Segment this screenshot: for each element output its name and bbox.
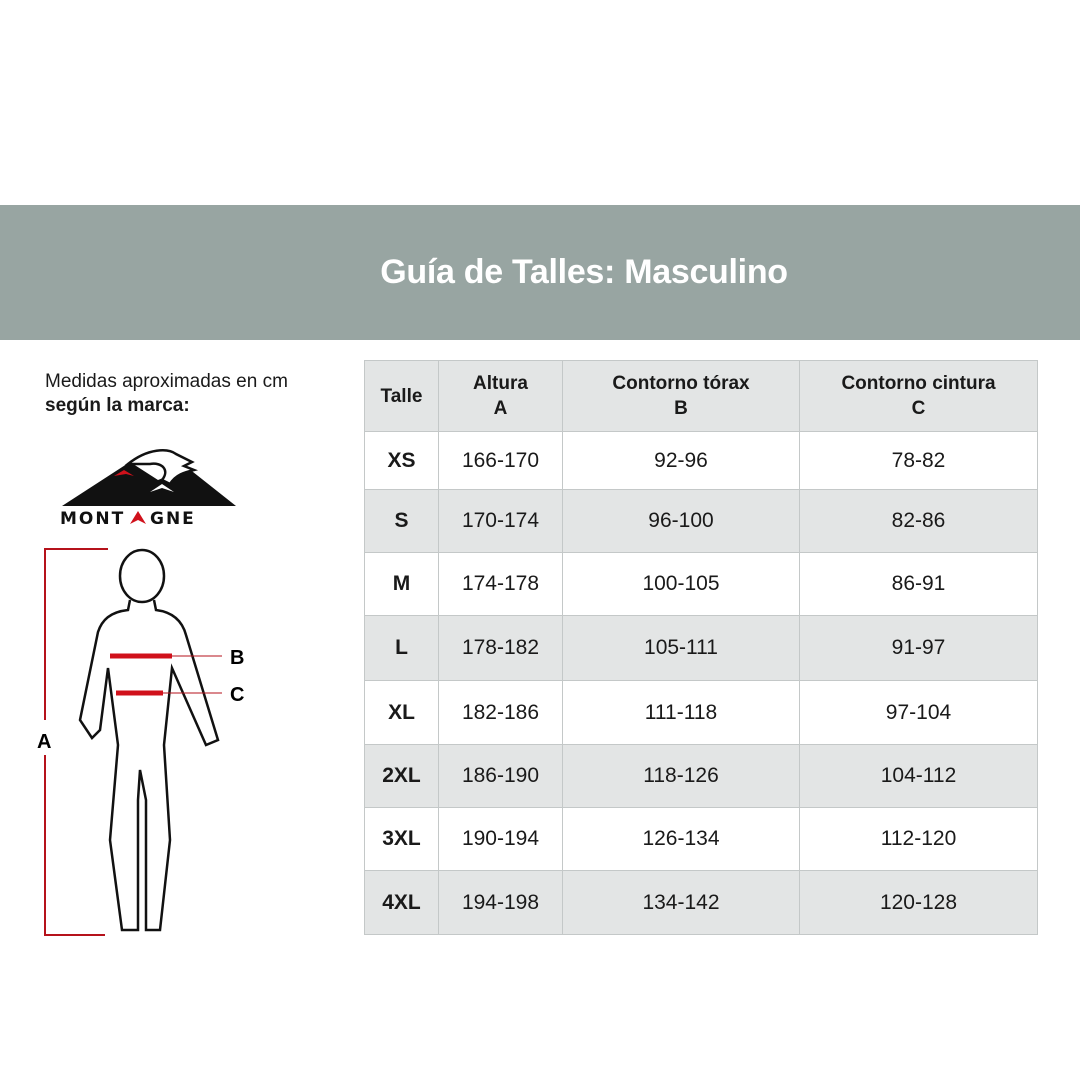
table-row: XS 166-170 92-96 78-82 (364, 431, 1038, 490)
measure-cell: 134-142 (562, 870, 800, 935)
size-cell: M (364, 552, 439, 616)
page-title: Guía de Talles: Masculino (380, 253, 788, 291)
measure-cell: 174-178 (438, 552, 563, 616)
measure-cell: 186-190 (438, 744, 563, 808)
size-cell: 4XL (364, 870, 439, 935)
header-altura: Altura A (438, 360, 563, 432)
svg-text:MONT: MONT (60, 509, 125, 529)
size-cell: 3XL (364, 807, 439, 871)
table-row: S 170-174 96-100 82-86 (364, 489, 1038, 553)
intro-line-2: según la marca: (45, 395, 190, 416)
intro-text: Medidas aproximadas en cm según la marca… (45, 370, 288, 418)
height-bracket (44, 548, 108, 936)
measure-cell: 126-134 (562, 807, 800, 871)
measure-cell: 97-104 (799, 680, 1038, 745)
measure-cell: 92-96 (562, 431, 800, 490)
measure-cell: 86-91 (799, 552, 1038, 616)
intro-line-1: Medidas aproximadas en cm (45, 371, 288, 392)
body-outline-icon (78, 548, 220, 932)
measure-cell: 190-194 (438, 807, 563, 871)
montagne-logo: MONT GNE (60, 449, 236, 529)
label-c: C (230, 684, 244, 706)
size-cell: L (364, 615, 439, 681)
measure-cell: 104-112 (799, 744, 1038, 808)
title-banner: Guía de Talles: Masculino (0, 205, 1080, 340)
body-measurement-figure: A B C (37, 548, 244, 936)
size-cell: XL (364, 680, 439, 745)
table-row: L 178-182 105-111 91-97 (364, 615, 1038, 681)
measure-cell: 182-186 (438, 680, 563, 745)
size-cell: 2XL (364, 744, 439, 808)
header-cintura: Contorno cintura C (799, 360, 1038, 432)
table-row: XL 182-186 111-118 97-104 (364, 680, 1038, 745)
measure-cell: 100-105 (562, 552, 800, 616)
measure-cell: 82-86 (799, 489, 1038, 553)
label-a: A (37, 731, 51, 753)
measure-cell: 170-174 (438, 489, 563, 553)
svg-text:GNE: GNE (150, 509, 196, 529)
header-talle: Talle (364, 360, 439, 432)
measure-cell: 91-97 (799, 615, 1038, 681)
table-row: 4XL 194-198 134-142 120-128 (364, 870, 1038, 935)
measure-cell: 96-100 (562, 489, 800, 553)
size-cell: S (364, 489, 439, 553)
size-table: Talle Altura A Contorno tórax B Contorno c… (364, 360, 1038, 935)
measure-cell: 78-82 (799, 431, 1038, 490)
table-header-row: Talle Altura A Contorno tórax B Contorno c… (364, 360, 1038, 432)
measure-cell: 111-118 (562, 680, 800, 745)
header-torax: Contorno tórax B (562, 360, 800, 432)
measure-cell: 166-170 (438, 431, 563, 490)
measure-cell: 105-111 (562, 615, 800, 681)
measure-cell: 178-182 (438, 615, 563, 681)
table-row: M 174-178 100-105 86-91 (364, 552, 1038, 616)
measure-cell: 112-120 (799, 807, 1038, 871)
measure-cell: 118-126 (562, 744, 800, 808)
label-b: B (230, 647, 244, 669)
measure-cell: 120-128 (799, 870, 1038, 935)
measure-cell: 194-198 (438, 870, 563, 935)
table-row: 2XL 186-190 118-126 104-112 (364, 744, 1038, 808)
table-row: 3XL 190-194 126-134 112-120 (364, 807, 1038, 871)
size-cell: XS (364, 431, 439, 490)
